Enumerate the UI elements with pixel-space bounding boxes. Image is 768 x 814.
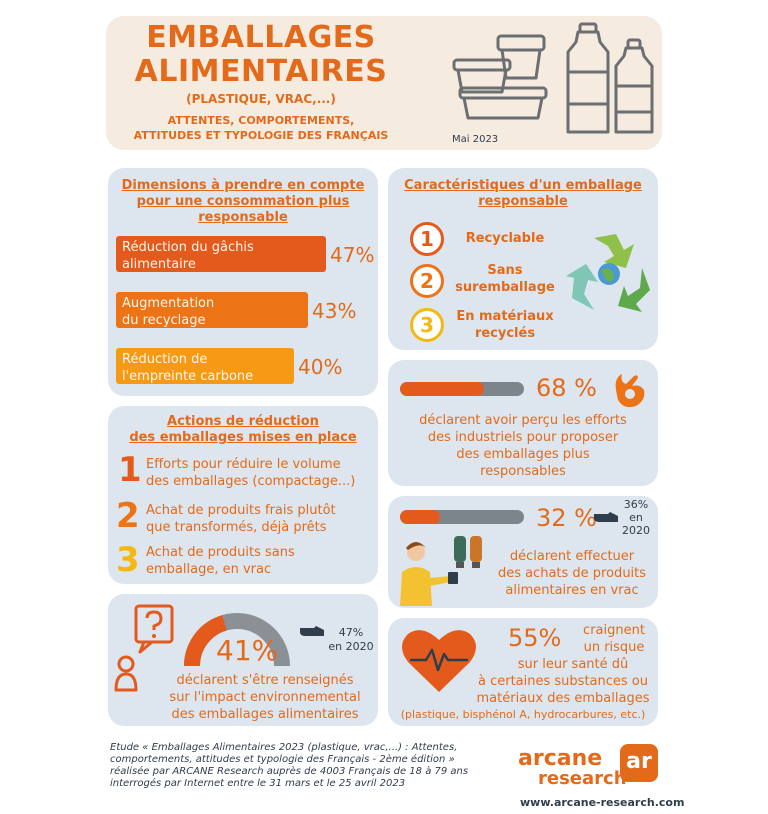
- food-containers-icon: [452, 34, 548, 120]
- pointing-hand-icon-2: [300, 626, 324, 636]
- date-label: Mai 2023: [452, 134, 499, 145]
- dimension-pct-3: 40%: [298, 355, 343, 379]
- health-line4: à certaines substances ou: [478, 674, 648, 689]
- actions-card: Actions de réduction des emballages mise…: [108, 406, 378, 584]
- plastic-bottles-icon: [566, 22, 654, 134]
- characteristics-card: Caractéristiques d'un emballage responsa…: [388, 168, 658, 350]
- actions-title-line1: Actions de réduction: [167, 414, 319, 429]
- pointing-hand-icon: [594, 512, 618, 522]
- perceived-line4: responsables: [480, 464, 566, 479]
- action-1-line2: des emballages (compactage...): [146, 474, 356, 489]
- dimension-bar-2: Augmentation du recyclage: [116, 292, 308, 328]
- informed-prev-year: en 2020: [328, 640, 374, 653]
- informed-line1: déclarent s'être renseignés: [176, 673, 354, 688]
- informed-line2: sur l'impact environnemental: [169, 690, 361, 705]
- dimension-bar-3-line2: l'empreinte carbone: [122, 369, 254, 384]
- health-line5: matériaux des emballages: [476, 691, 650, 706]
- actions-title-line2: des emballages mises en place: [129, 430, 357, 445]
- bulk-shopper-icon: [400, 536, 482, 606]
- dimension-bar-3-line1: Réduction de: [122, 352, 208, 367]
- recycle-globe-icon: [566, 234, 650, 312]
- footer-line2: comportements, attitudes et typologie de…: [110, 754, 455, 765]
- char-text-3-line2: recyclés: [474, 326, 536, 341]
- arcane-logo[interactable]: arcane research ar: [518, 744, 662, 796]
- health-line1: craignent: [583, 623, 645, 638]
- health-line3: sur leur santé dû: [517, 657, 629, 672]
- dimension-bar-3: Réduction de l'empreinte carbone: [116, 348, 294, 384]
- tagline-line2: ATTITUDES ET TYPOLOGIE DES FRANÇAIS: [133, 129, 389, 142]
- bulk-card: 32 % 36% en 2020 déclarent effectuer des…: [388, 496, 658, 608]
- dimension-bar-1-line1: Réduction du gâchis: [122, 240, 254, 255]
- title-line2: ALIMENTAIRES: [134, 54, 388, 89]
- action-num-1: 1: [118, 450, 142, 490]
- health-line2: un risque: [583, 640, 645, 655]
- char-text-3-line1: En matériaux: [456, 309, 554, 324]
- question-person-icon: [114, 604, 174, 692]
- bulk-prev-year: 2020: [622, 524, 650, 537]
- bulk-line2: des achats de produits: [497, 566, 647, 581]
- website-link[interactable]: www.arcane-research.com: [520, 796, 685, 809]
- bulk-line3: alimentaires en vrac: [505, 583, 639, 598]
- action-3-line1: Achat de produits sans: [146, 545, 295, 560]
- health-card: 55% craignent un risque sur leur santé d…: [388, 618, 658, 726]
- char-text-1-line1: Recyclable: [465, 231, 545, 246]
- perceived-line3: des emballages plus: [456, 447, 590, 462]
- informed-prev-pct: 47%: [338, 626, 364, 639]
- action-3-line2: emballage, en vrac: [146, 562, 272, 577]
- dimension-pct-1: 47%: [330, 243, 375, 267]
- informed-card: 41% 47% en 2020 déclarent s'être renseig…: [108, 594, 378, 726]
- perceived-progress-fill: [400, 382, 485, 396]
- action-2-line1: Achat de produits frais plutôt: [146, 503, 336, 518]
- health-line6: (plastique, bisphénol A, hydrocarbures, …: [400, 708, 646, 721]
- logo-word-research: research: [538, 768, 627, 789]
- perceived-progress: [400, 382, 524, 396]
- title-line1: EMBALLAGES: [146, 20, 376, 55]
- dimensions-card: Dimensions à prendre en compte pour une …: [108, 168, 378, 396]
- bulk-prev-en: en: [629, 511, 643, 524]
- heart-pulse-icon: [402, 630, 476, 692]
- dimension-pct-2: 43%: [312, 299, 357, 323]
- footer-line1: Etude « Emballages Alimentaires 2023 (pl…: [110, 742, 458, 753]
- bulk-progress-fill: [400, 510, 440, 524]
- dimension-bar-1-line2: alimentaire: [122, 257, 196, 272]
- header-banner: EMBALLAGES ALIMENTAIRES (PLASTIQUE, VRAC…: [106, 16, 662, 150]
- dimension-bar-1: Réduction du gâchis alimentaire: [116, 236, 326, 272]
- dimensions-title-line1: Dimensions à prendre en compte: [121, 178, 365, 193]
- dimension-bar-2-line1: Augmentation: [122, 296, 215, 311]
- dimensions-title-line2: pour une consommation plus: [136, 194, 350, 209]
- action-2-line2: que transformés, déjà prêts: [146, 520, 327, 535]
- footer-line3: réalisée par ARCANE Research auprès de 4…: [110, 766, 469, 777]
- bulk-prev-pct: 36%: [623, 498, 649, 511]
- logo-word-arcane: arcane: [518, 746, 603, 771]
- perceived-pct: 68 %: [536, 374, 597, 402]
- perceived-line1: déclarent avoir perçu les efforts: [419, 413, 627, 428]
- dimensions-title-line3: responsable: [198, 210, 288, 225]
- informed-line3: des emballages alimentaires: [171, 707, 359, 722]
- perceived-card: 68 % déclarent avoir perçu les efforts d…: [388, 360, 658, 486]
- subtitle: (PLASTIQUE, VRAC,...): [186, 92, 336, 106]
- action-num-2: 2: [116, 496, 140, 536]
- tagline-line1: ATTENTES, COMPORTEMENTS,: [167, 114, 355, 127]
- action-1-line1: Efforts pour réduire le volume: [146, 457, 341, 472]
- bulk-pct: 32 %: [536, 504, 597, 532]
- footer-line4: interrogés par Internet entre le 31 mars…: [110, 778, 406, 789]
- characteristics-title-line2: responsable: [478, 194, 568, 209]
- action-num-3: 3: [116, 540, 140, 580]
- bulk-line1: déclarent effectuer: [509, 549, 635, 564]
- char-num-3: 3: [410, 308, 444, 342]
- health-pct: 55%: [508, 624, 562, 652]
- char-num-2: 2: [410, 264, 444, 298]
- dimension-bar-2-line2: du recyclage: [122, 313, 206, 328]
- ok-hand-icon: [615, 374, 645, 408]
- bulk-progress: [400, 510, 524, 524]
- char-text-2-line1: Sans: [487, 263, 523, 278]
- char-num-1: 1: [410, 222, 444, 256]
- informed-gauge: [184, 613, 290, 667]
- perceived-line2: des industriels pour proposer: [427, 430, 619, 445]
- informed-pct: 41%: [216, 634, 279, 667]
- characteristics-title-line1: Caractéristiques d'un emballage: [404, 178, 642, 193]
- char-text-2-line2: suremballage: [455, 280, 555, 295]
- logo-mark: ar: [620, 744, 658, 782]
